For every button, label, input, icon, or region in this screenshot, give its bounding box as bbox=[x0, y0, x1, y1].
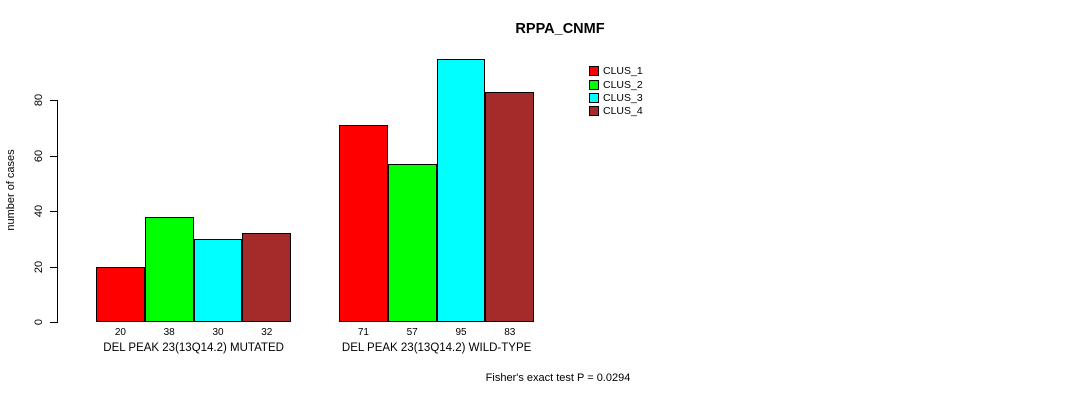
category-label: DEL PEAK 23(13Q14.2) WILD-TYPE bbox=[341, 342, 532, 354]
legend-swatch bbox=[589, 106, 599, 117]
bar-value-label: 30 bbox=[212, 327, 224, 338]
legend-item: CLUS_3 bbox=[589, 92, 643, 105]
bar-value-label: 32 bbox=[261, 327, 273, 338]
legend-label: CLUS_4 bbox=[603, 105, 643, 118]
bar-CLUS_3-group2 bbox=[436, 58, 486, 322]
legend: CLUS_1 CLUS_2 CLUS_3 CLUS_4 bbox=[589, 66, 643, 120]
y-axis-tick-label: 0 bbox=[33, 318, 45, 326]
annotation-text: Fisher's exact test P = 0.0294 bbox=[485, 372, 631, 384]
legend-item: CLUS_1 bbox=[589, 66, 643, 77]
chart-title: RPPA_CNMF bbox=[515, 21, 605, 37]
legend-swatch bbox=[589, 79, 599, 90]
y-axis-tick bbox=[50, 211, 57, 213]
y-axis-tick bbox=[50, 322, 57, 323]
bar-CLUS_3-group1 bbox=[193, 238, 243, 322]
y-axis-tick-label: 40 bbox=[33, 205, 45, 218]
y-axis-tick bbox=[50, 266, 57, 268]
bar-CLUS_2-group1 bbox=[144, 216, 194, 322]
bar-CLUS_1-group1 bbox=[96, 266, 145, 322]
bar-value-label: 57 bbox=[406, 327, 418, 338]
legend-label: CLUS_3 bbox=[603, 92, 643, 105]
legend-swatch bbox=[589, 93, 599, 104]
bar-CLUS_4-group1 bbox=[242, 233, 292, 322]
bar-CLUS_2-group2 bbox=[387, 164, 437, 322]
bar-value-label: 95 bbox=[455, 327, 467, 338]
legend-label: CLUS_1 bbox=[603, 65, 643, 78]
bar-value-label: 71 bbox=[357, 327, 369, 338]
category-label: DEL PEAK 23(13Q14.2) MUTATED bbox=[103, 342, 284, 354]
y-axis-tick bbox=[50, 100, 57, 102]
legend-label: CLUS_2 bbox=[603, 78, 643, 91]
bar-value-label: 83 bbox=[504, 327, 516, 338]
bar-CLUS_1-group2 bbox=[339, 125, 388, 322]
y-axis-tick-label: 20 bbox=[33, 260, 45, 273]
y-axis-tick-label: 60 bbox=[33, 149, 45, 162]
legend-swatch bbox=[589, 66, 599, 77]
bar-value-label: 38 bbox=[163, 327, 175, 338]
y-axis-tick bbox=[50, 155, 57, 157]
y-axis-tick-label: 80 bbox=[33, 94, 45, 107]
y-axis-line bbox=[57, 100, 58, 323]
bar-CLUS_4-group2 bbox=[485, 92, 535, 322]
bar-value-label: 20 bbox=[114, 327, 126, 338]
legend-item: CLUS_2 bbox=[589, 79, 643, 90]
legend-item: CLUS_4 bbox=[589, 106, 643, 117]
